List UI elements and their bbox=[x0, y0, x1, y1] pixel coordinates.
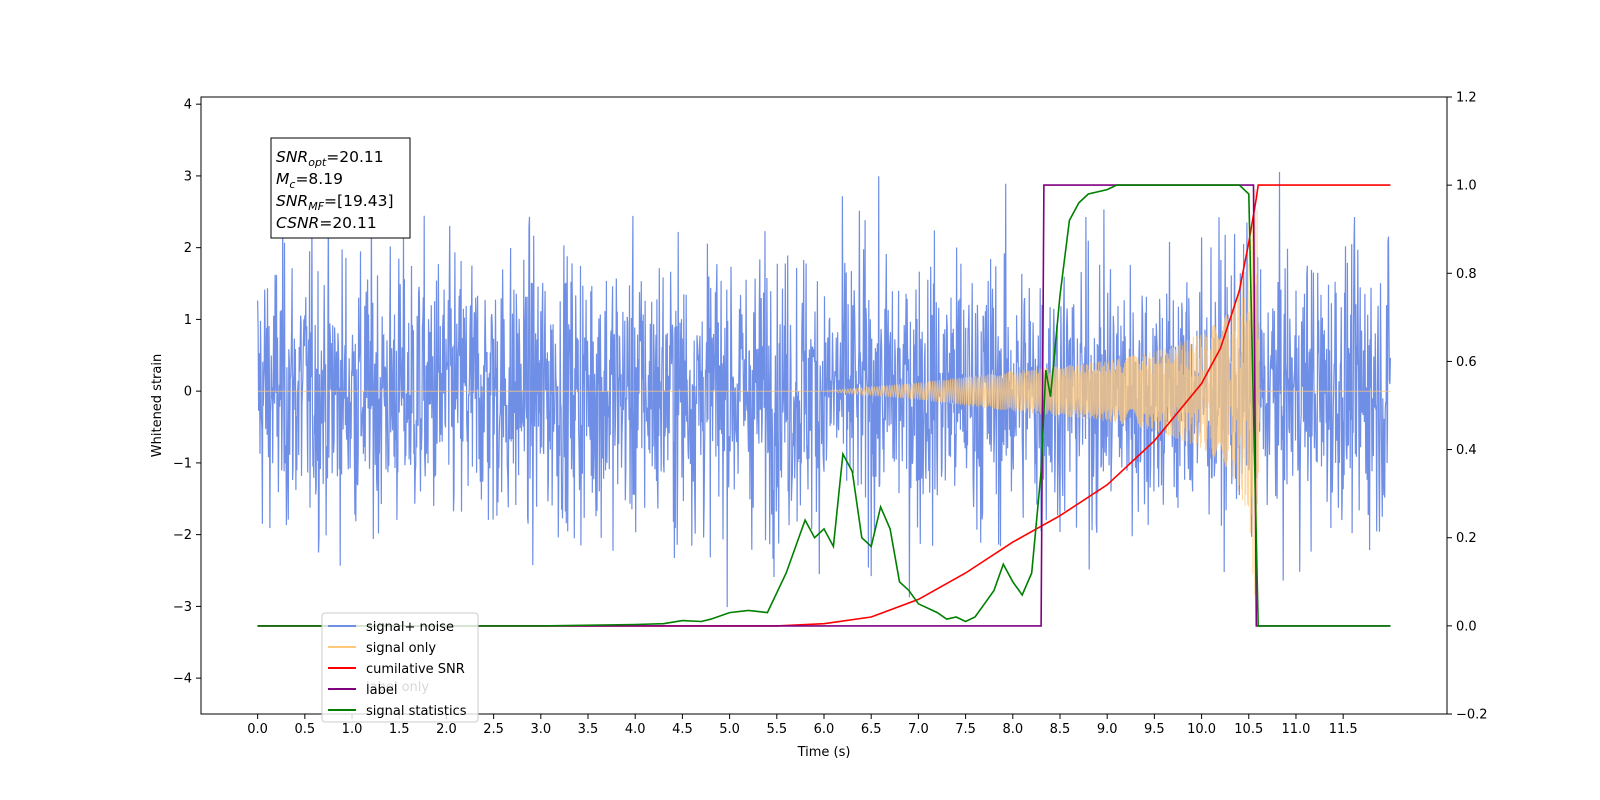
x-tick-label: 9.5 bbox=[1144, 722, 1165, 737]
x-tick-label: 10.5 bbox=[1234, 722, 1263, 737]
legend-frame bbox=[321, 612, 479, 723]
x-tick-label: 2.5 bbox=[483, 722, 504, 737]
annotation-frame bbox=[270, 137, 411, 239]
y2-tick-label: 1.2 bbox=[1456, 91, 1477, 106]
y-tick-label: 2 bbox=[184, 241, 192, 256]
x-tick-label: 2.0 bbox=[436, 722, 457, 737]
x-tick-label: 7.5 bbox=[955, 722, 976, 737]
x-tick-label: 5.5 bbox=[766, 722, 787, 737]
legend: label only signal+ noise signal only cumila… bbox=[321, 612, 479, 723]
annotation-line: SNRopt=20.11 bbox=[276, 148, 384, 169]
x-tick-label: 7.0 bbox=[908, 722, 929, 737]
x-tick-label: 11.5 bbox=[1329, 722, 1358, 737]
y-tick-label: −3 bbox=[173, 600, 192, 615]
annotation-box: SNRopt=20.11Mc=8.19SNRMF=[19.43]CSNR=20.… bbox=[270, 137, 411, 239]
legend-entry-label: signal+ noise bbox=[366, 620, 454, 635]
y-tick-label: −2 bbox=[173, 528, 192, 543]
series-line-signal-only bbox=[257, 189, 1391, 596]
x-tick-label: 4.0 bbox=[625, 722, 646, 737]
x-tick-label: 11.0 bbox=[1281, 722, 1310, 737]
y-tick-label: 3 bbox=[184, 169, 192, 184]
x-tick-label: 6.0 bbox=[814, 722, 835, 737]
x-tick-label: 3.5 bbox=[578, 722, 599, 737]
x-axis: 0.0 0.5 1.0 1.5 2.0 2.5 3.0 3.5 4.0 4.5 5.0 5.5 6.0 6… bbox=[247, 714, 1358, 737]
y2-tick-label: 0.2 bbox=[1456, 531, 1477, 546]
legend-entry-label: signal only bbox=[366, 641, 436, 656]
y-tick-label: 0 bbox=[184, 385, 192, 400]
x-tick-label: 8.5 bbox=[1050, 722, 1071, 737]
x-tick-label: 8.0 bbox=[1002, 722, 1023, 737]
x-tick-label: 1.0 bbox=[342, 722, 363, 737]
y2-tick-label: 0.0 bbox=[1456, 619, 1477, 634]
y-axis-left: −4 −3 −2 −1 0 1 2 3 4 bbox=[173, 98, 201, 687]
y-tick-label: 1 bbox=[184, 313, 192, 328]
legend-hidden-label: label only bbox=[366, 680, 429, 695]
series-line-cumilative-snr bbox=[257, 184, 1391, 627]
x-tick-label: 5.0 bbox=[719, 722, 740, 737]
x-tick-label: 6.5 bbox=[861, 722, 882, 737]
x-tick-label: 3.0 bbox=[530, 722, 551, 737]
x-tick-label: 4.5 bbox=[672, 722, 693, 737]
y2-tick-label: −0.2 bbox=[1456, 708, 1488, 723]
annotation-line: CSNR=20.11 bbox=[276, 214, 377, 232]
x-tick-label: 1.5 bbox=[389, 722, 410, 737]
y-axis-right: −0.2 0.0 0.2 0.4 0.6 0.8 1.0 1.2 bbox=[1447, 91, 1488, 723]
x-tick-label: 9.0 bbox=[1097, 722, 1118, 737]
y2-tick-label: 0.6 bbox=[1456, 355, 1477, 370]
x-tick-label: 0.5 bbox=[294, 722, 315, 737]
plot-area bbox=[257, 171, 1391, 627]
annotation-line: Mc=8.19 bbox=[276, 170, 343, 191]
y2-tick-label: 0.4 bbox=[1456, 443, 1477, 458]
y2-tick-label: 0.8 bbox=[1456, 267, 1477, 282]
legend-entry-label: signal statistics bbox=[366, 704, 467, 719]
x-tick-label: 10.0 bbox=[1187, 722, 1216, 737]
series-line-signal-noise bbox=[257, 171, 1391, 608]
y-tick-label: 4 bbox=[184, 98, 192, 113]
annotation-line: SNRMF=[19.43] bbox=[276, 192, 394, 213]
x-tick-label: 0.0 bbox=[247, 722, 268, 737]
y-axis-label: Whitened strain bbox=[150, 354, 165, 457]
y-tick-label: −4 bbox=[173, 672, 192, 687]
legend-entry-label: label bbox=[366, 683, 397, 698]
x-axis-label: Time (s) bbox=[797, 745, 851, 760]
y-tick-label: −1 bbox=[173, 456, 192, 471]
y2-tick-label: 1.0 bbox=[1456, 179, 1477, 194]
legend-entry-label: cumilative SNR bbox=[366, 662, 465, 677]
series-line-signal-statistics bbox=[257, 184, 1391, 627]
